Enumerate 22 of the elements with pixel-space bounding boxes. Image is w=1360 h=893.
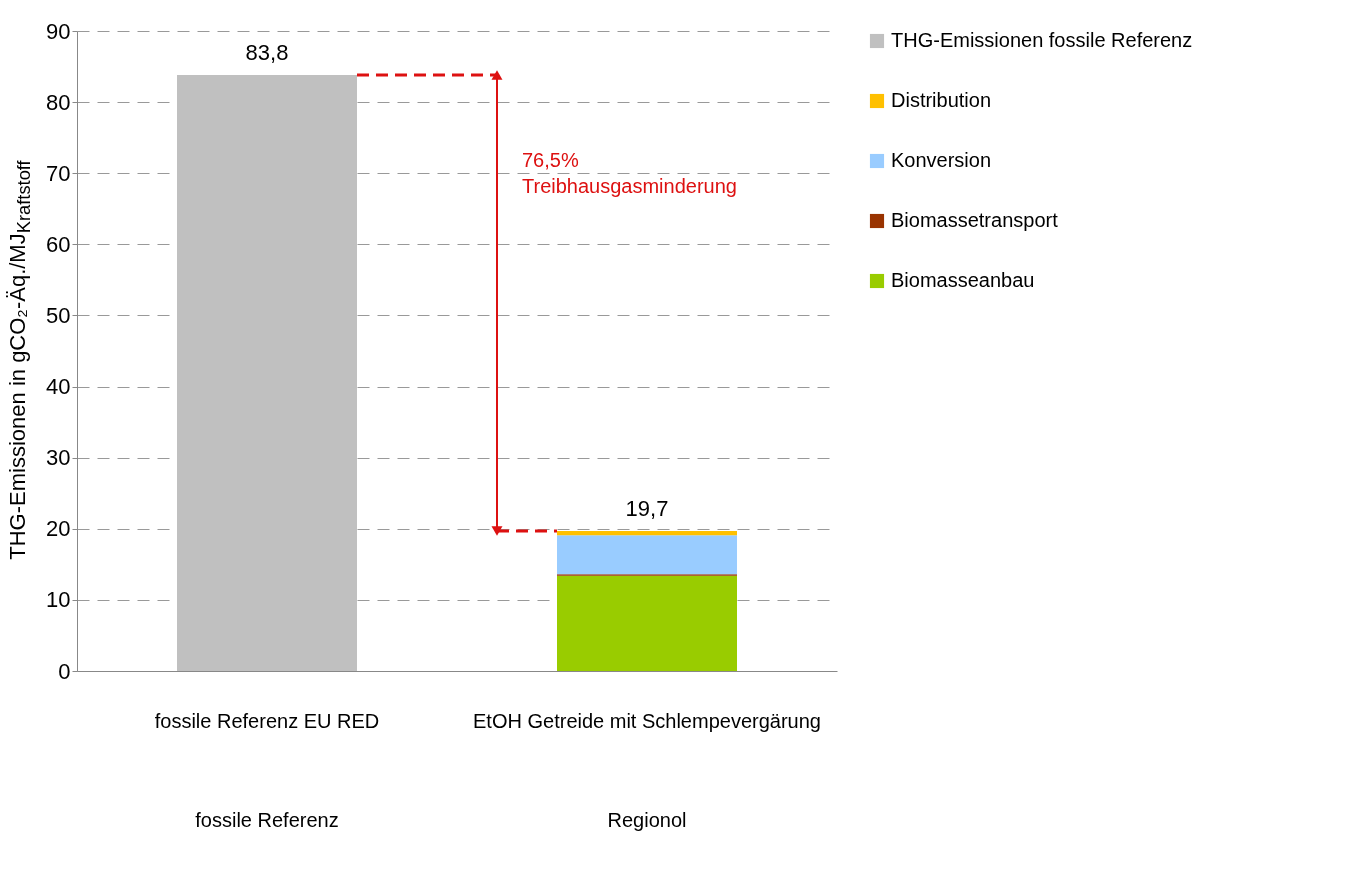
annotation: 76,5% Treibhausgasminderung [522, 148, 737, 197]
text: Regionol [607, 809, 687, 831]
y-tick-label: 40 [46, 374, 71, 400]
y-tick-label: 60 [46, 231, 71, 257]
y-tick-label: 90 [46, 18, 71, 44]
y-tick-label: 30 [46, 445, 71, 471]
legend-label: Konversion [891, 149, 992, 171]
legend-label: Biomasseanbau [891, 269, 1035, 291]
x-tick-label: EtOH Getreide mit Schlempevergärung [473, 709, 821, 732]
legend-label: THG-Emissionen fossile Referenz [891, 29, 1193, 51]
total-label: 19,7 [625, 495, 669, 521]
legend-label: Biomassetransport [891, 209, 1059, 231]
y-tick-label: 10 [46, 587, 71, 613]
total-label: 83,8 [245, 40, 289, 66]
y-tick-label: 50 [46, 302, 71, 328]
x-tick-label: fossile Referenz EU RED [154, 709, 380, 732]
y-tick-label: 70 [46, 160, 71, 186]
text: fossile Referenz [195, 809, 339, 831]
y-tick-label: 80 [46, 89, 71, 115]
legend-label: Distribution [891, 89, 992, 111]
y-tick-label: 0 [58, 658, 71, 684]
y-tick-label: 20 [46, 516, 71, 542]
